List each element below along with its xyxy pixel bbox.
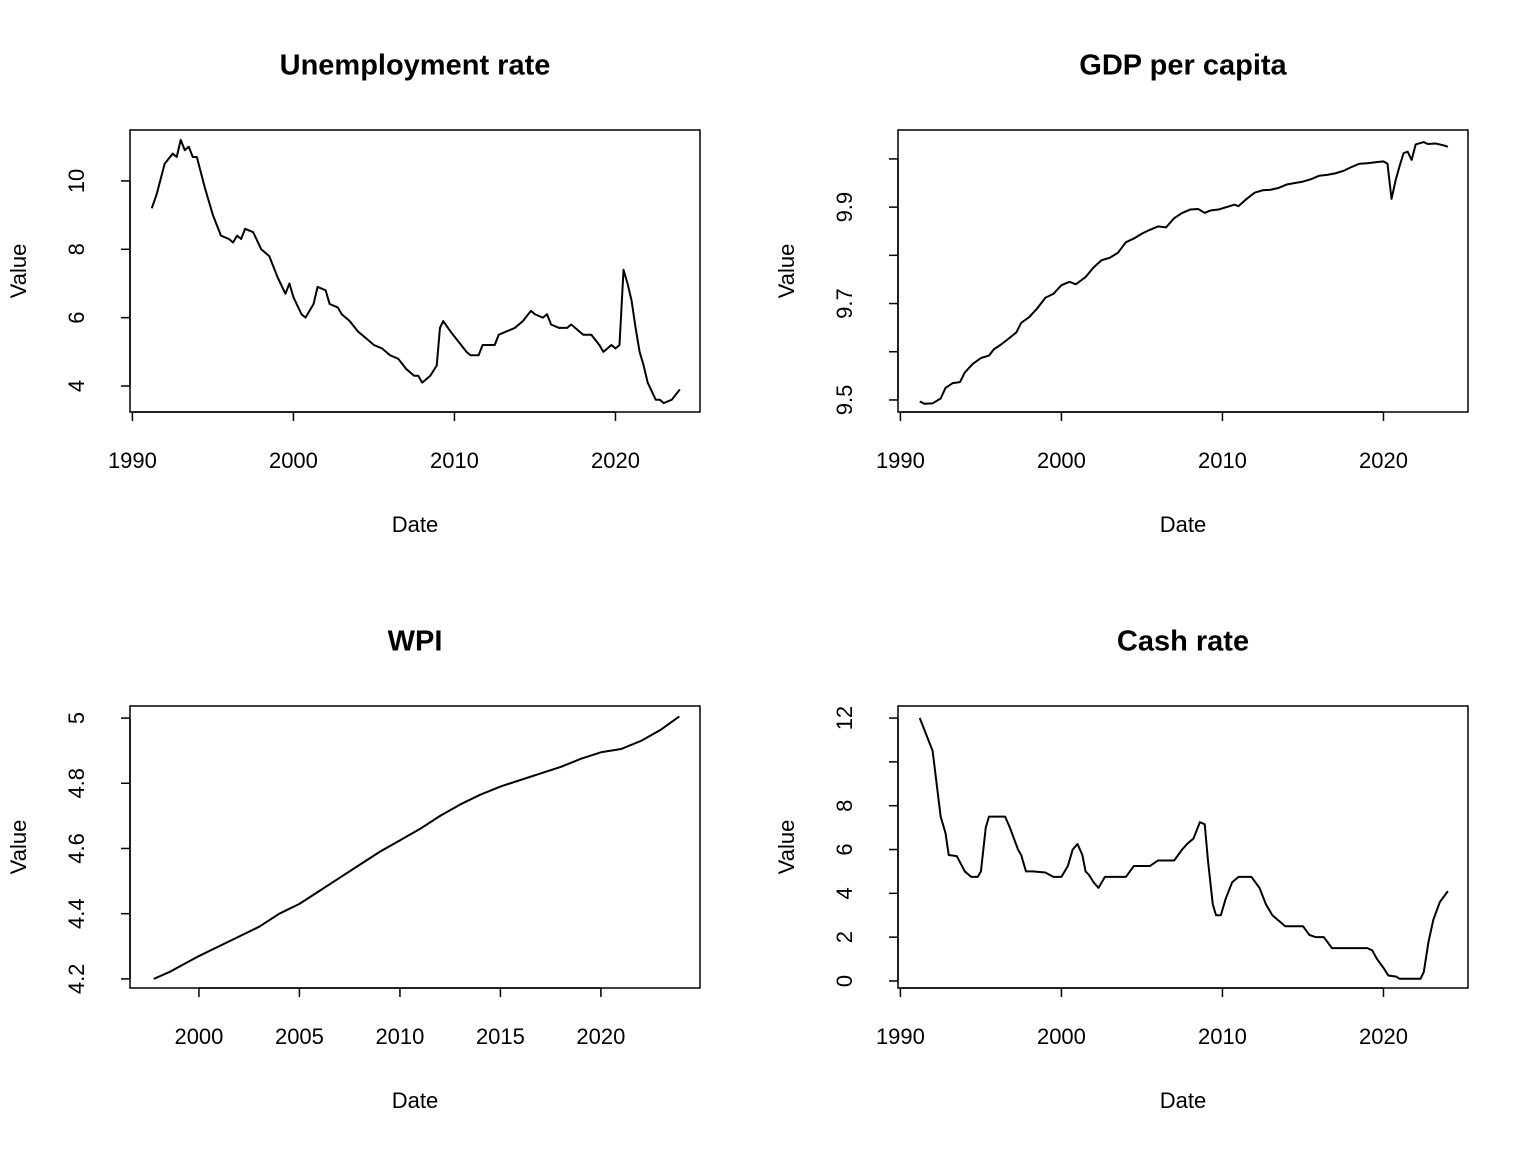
x-tick-label: 2005 <box>275 1024 324 1049</box>
x-tick-label: 2020 <box>576 1024 625 1049</box>
y-tick-label: 5 <box>64 712 89 724</box>
plot-frame <box>897 129 1469 413</box>
y-tick-label: 4.2 <box>64 964 89 995</box>
data-line <box>153 715 680 980</box>
panel-title: WPI <box>388 626 443 658</box>
x-tick-label: 2015 <box>476 1024 525 1049</box>
y-tick-label: 4 <box>64 380 89 392</box>
x-axis-label: Date <box>1160 1088 1206 1113</box>
data-line <box>150 138 681 405</box>
x-tick-label: 2000 <box>269 448 318 473</box>
y-tick-label: 4 <box>832 887 857 899</box>
panel-title: GDP per capita <box>1079 50 1287 82</box>
data-line <box>918 717 1449 980</box>
x-tick-label: 2000 <box>174 1024 223 1049</box>
y-tick-label: 2 <box>832 931 857 943</box>
x-tick-label: 1990 <box>876 448 925 473</box>
x-tick-label: 2010 <box>430 448 479 473</box>
x-tick-label: 2010 <box>375 1024 424 1049</box>
y-tick-label: 12 <box>832 706 857 730</box>
x-tick-label: 2000 <box>1037 1024 1086 1049</box>
y-axis-label: Value <box>774 244 799 299</box>
x-tick-label: 2020 <box>591 448 640 473</box>
x-axis-label: Date <box>392 1088 438 1113</box>
y-axis-label: Value <box>774 820 799 875</box>
y-tick-label: 0 <box>832 975 857 987</box>
y-axis-label: Value <box>6 820 31 875</box>
plot-frame <box>129 129 701 413</box>
y-axis-label: Value <box>6 244 31 299</box>
x-tick-label: 2010 <box>1198 1024 1247 1049</box>
y-tick-label: 6 <box>64 312 89 324</box>
panel-title: Cash rate <box>1117 626 1249 658</box>
y-tick-label: 9.5 <box>832 385 857 416</box>
x-tick-label: 1990 <box>108 448 157 473</box>
y-tick-label: 8 <box>64 243 89 255</box>
y-tick-label: 4.4 <box>64 898 89 929</box>
x-axis-label: Date <box>1160 512 1206 537</box>
y-tick-label: 6 <box>832 843 857 855</box>
y-tick-label: 4.6 <box>64 833 89 864</box>
plot-frame <box>129 705 701 989</box>
x-tick-label: 2010 <box>1198 448 1247 473</box>
x-axis-label: Date <box>392 512 438 537</box>
y-tick-label: 9.9 <box>832 192 857 223</box>
plot-frame <box>897 705 1469 989</box>
x-tick-label: 2000 <box>1037 448 1086 473</box>
x-tick-label: 1990 <box>876 1024 925 1049</box>
y-tick-label: 10 <box>64 169 89 193</box>
x-tick-label: 2020 <box>1359 1024 1408 1049</box>
x-tick-label: 2020 <box>1359 448 1408 473</box>
panel-title: Unemployment rate <box>280 50 551 82</box>
y-tick-label: 8 <box>832 800 857 812</box>
y-tick-label: 4.8 <box>64 768 89 799</box>
y-tick-label: 9.7 <box>832 288 857 319</box>
data-line <box>919 141 1449 405</box>
